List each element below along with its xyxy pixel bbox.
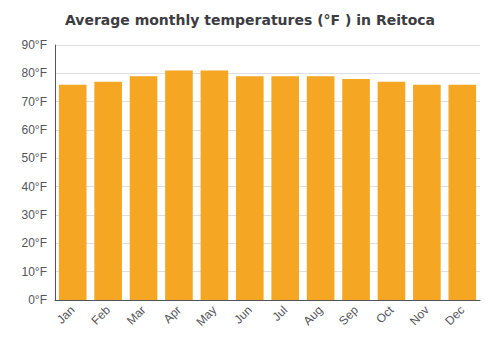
svg-text:30°F: 30°F: [22, 208, 47, 222]
svg-text:80°F: 80°F: [22, 66, 47, 80]
svg-text:May: May: [193, 303, 219, 329]
svg-text:20°F: 20°F: [22, 236, 47, 250]
svg-text:40°F: 40°F: [22, 180, 47, 194]
svg-text:10°F: 10°F: [22, 265, 47, 279]
svg-text:0°F: 0°F: [28, 293, 47, 307]
svg-text:Oct: Oct: [373, 303, 397, 327]
svg-text:Average monthly temperatures (: Average monthly temperatures (°F ) in Re…: [65, 12, 435, 28]
svg-text:Nov: Nov: [407, 303, 432, 328]
svg-text:Sep: Sep: [336, 303, 361, 328]
svg-text:70°F: 70°F: [22, 95, 47, 109]
svg-text:Aug: Aug: [301, 303, 326, 328]
svg-text:50°F: 50°F: [22, 151, 47, 165]
svg-text:Apr: Apr: [161, 303, 184, 326]
svg-text:Jul: Jul: [269, 303, 290, 324]
svg-text:60°F: 60°F: [22, 123, 47, 137]
svg-text:90°F: 90°F: [22, 38, 47, 52]
svg-text:Jun: Jun: [231, 303, 255, 327]
svg-text:Mar: Mar: [124, 303, 149, 327]
svg-text:Feb: Feb: [89, 303, 114, 328]
svg-text:Dec: Dec: [442, 303, 467, 328]
svg-text:Jan: Jan: [54, 303, 78, 327]
